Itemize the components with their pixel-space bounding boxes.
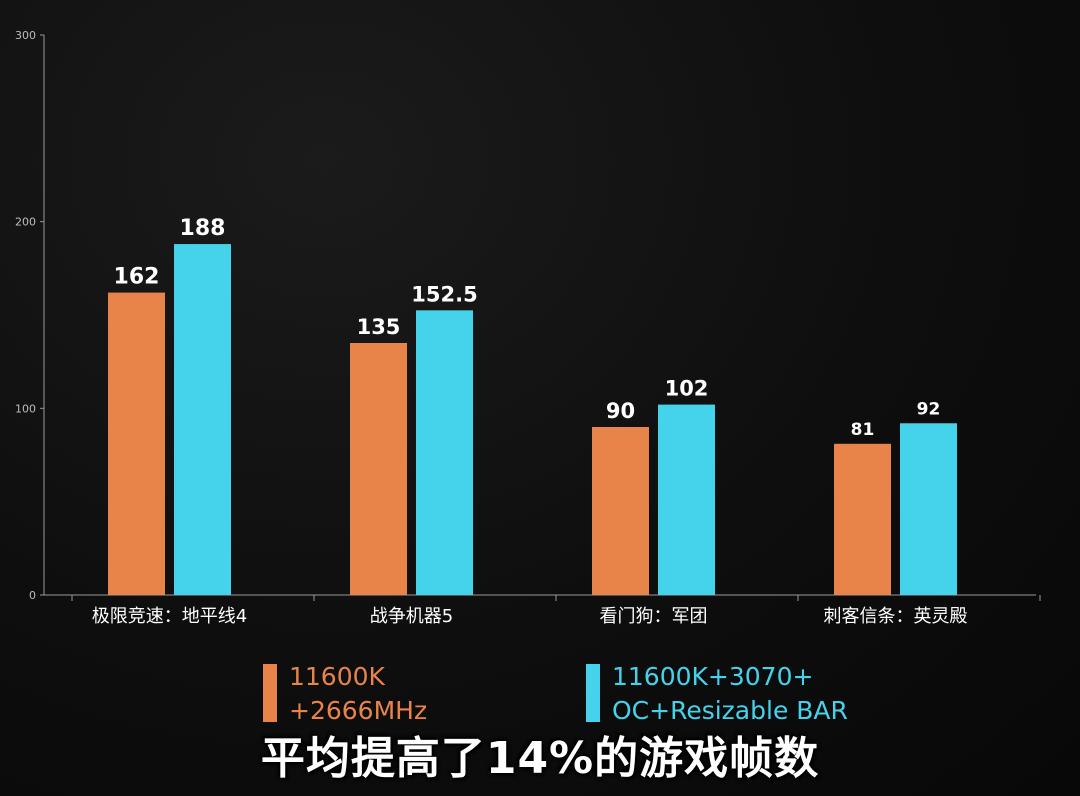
bar-value-label: 81 <box>851 420 875 440</box>
value-labels: 162 188 135 152.5 90 102 81 92 <box>114 216 941 440</box>
bar-cyan-0 <box>174 244 231 596</box>
bar-orange-2 <box>592 427 649 595</box>
x-category-label: 极限竞速：地平线4 <box>92 606 247 627</box>
legend-swatch-orange <box>263 664 277 722</box>
category-labels: 极限竞速：地平线4 战争机器5 看门狗：军团 刺客信条：英灵殿 <box>92 606 968 627</box>
bars <box>108 244 957 596</box>
bar-value-label: 162 <box>114 265 160 290</box>
legend-label-series-2: 11600K+3070+ OC+Resizable BAR <box>612 662 848 725</box>
legend-entry-series-2: 11600K+3070+ OC+Resizable BAR <box>586 660 848 728</box>
bar-value-label: 152.5 <box>411 282 477 306</box>
y-tick-label: 200 <box>15 216 36 229</box>
bar-orange-1 <box>350 343 407 595</box>
legend-label-series-1: 11600K +2666MHz <box>289 662 428 725</box>
caption-subtitle: 平均提高了14%的游戏帧数 <box>260 733 820 784</box>
y-tick-label: 0 <box>29 589 36 602</box>
bar-orange-0 <box>108 292 165 595</box>
legend-entry-series-1: 11600K +2666MHz <box>263 660 427 728</box>
bar-cyan-1 <box>416 310 473 595</box>
y-tick-label: 100 <box>15 402 36 415</box>
bar-cyan-3 <box>900 423 957 595</box>
x-category-label: 看门狗：军团 <box>600 606 708 627</box>
y-tick-label: 300 <box>15 29 36 42</box>
bar-value-label: 102 <box>665 377 709 401</box>
bar-value-label: 188 <box>180 216 226 241</box>
legend-swatch-cyan <box>586 664 600 722</box>
bar-orange-3 <box>834 443 891 595</box>
bar-value-label: 92 <box>917 399 941 419</box>
bar-value-label: 135 <box>357 315 401 339</box>
bar-value-label: 90 <box>606 399 635 423</box>
bar-cyan-2 <box>658 404 715 595</box>
x-category-label: 战争机器5 <box>370 606 453 627</box>
x-category-label: 刺客信条：英灵殿 <box>824 606 968 627</box>
